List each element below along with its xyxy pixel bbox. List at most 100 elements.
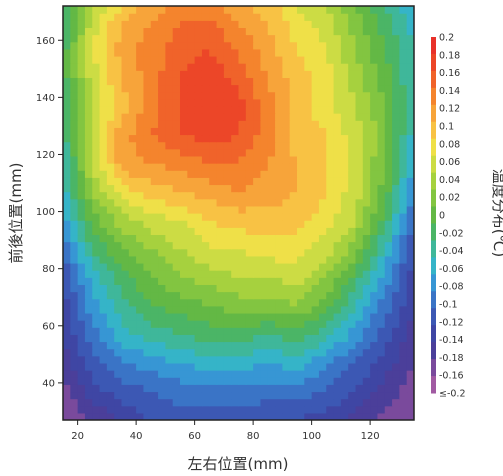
heatmap-cell (209, 48, 218, 57)
heatmap-cell (77, 234, 86, 243)
heatmap-cell (304, 327, 313, 335)
heatmap-cell (150, 405, 159, 414)
heatmap-cell (194, 305, 203, 314)
heatmap-cell (260, 377, 269, 385)
heatmap-cell (84, 348, 93, 357)
heatmap-cell (245, 120, 254, 128)
heatmap-cell (399, 213, 408, 221)
heatmap-cell (384, 41, 393, 50)
heatmap-cell (150, 391, 159, 400)
heatmap-cell (399, 220, 408, 228)
heatmap-cell (216, 205, 225, 214)
heatmap-cell (194, 177, 203, 186)
heatmap-cell (231, 34, 240, 43)
heatmap-cell (106, 13, 115, 21)
heatmap-cell (326, 391, 335, 400)
heatmap-cell (238, 55, 247, 64)
heatmap-cell (392, 198, 400, 207)
heatmap-cell (399, 262, 408, 271)
heatmap-cell (209, 362, 218, 371)
heatmap-cell (304, 70, 313, 78)
heatmap-cell (355, 177, 364, 186)
heatmap-cell (92, 312, 101, 321)
heatmap-cell (114, 412, 123, 420)
heatmap-cell (114, 341, 123, 350)
heatmap-cell (92, 348, 101, 357)
heatmap-cell (136, 362, 145, 371)
heatmap-cell (311, 77, 320, 86)
heatmap-cell (128, 284, 137, 293)
heatmap-cell (282, 355, 291, 364)
heatmap-cell (297, 248, 305, 257)
heatmap-cell (121, 63, 130, 71)
heatmap-cell (187, 70, 196, 78)
heatmap-cell (333, 63, 342, 71)
heatmap-cell (238, 377, 247, 385)
heatmap-cell (77, 20, 86, 29)
heatmap-cell (158, 262, 166, 271)
heatmap-cell (326, 198, 335, 207)
heatmap-cell (187, 284, 196, 293)
heatmap-cell (128, 377, 137, 385)
heatmap-cell (377, 241, 386, 250)
heatmap-cell (384, 120, 393, 128)
heatmap-cell (267, 213, 276, 221)
heatmap-cell (209, 148, 218, 157)
colorbar-segment (431, 138, 436, 157)
colorbar-segment (431, 121, 436, 140)
heatmap-cell (355, 63, 364, 71)
heatmap-cell (77, 362, 86, 371)
heatmap-cell (260, 141, 269, 150)
heatmap-cell (377, 184, 386, 193)
heatmap-cell (406, 91, 414, 100)
heatmap-cell (77, 27, 86, 36)
heatmap-cell (253, 105, 262, 114)
heatmap-cell (136, 334, 145, 343)
heatmap-cell (158, 412, 166, 420)
heatmap-cell (297, 255, 305, 264)
colorbar-tick-label: -0.08 (439, 282, 464, 293)
colorbar-tick-label: -0.02 (439, 228, 464, 239)
heatmap-cell (114, 34, 123, 43)
heatmap-cell (165, 20, 174, 29)
heatmap-cell (326, 205, 335, 214)
heatmap-cell (377, 298, 386, 307)
heatmap-cell (99, 305, 108, 314)
heatmap-cell (304, 341, 313, 350)
heatmap-cell (282, 248, 291, 257)
heatmap-cell (333, 205, 342, 214)
heatmap-cell (245, 141, 254, 150)
heatmap-cell (275, 98, 283, 107)
heatmap-cell (121, 48, 130, 57)
heatmap-cell (92, 48, 101, 57)
heatmap-cell (289, 384, 298, 393)
heatmap-cell (99, 377, 108, 385)
heatmap-cell (267, 405, 276, 414)
heatmap-cell (209, 220, 218, 228)
heatmap-cell (406, 305, 414, 314)
heatmap-cell (253, 70, 262, 78)
heatmap-cell (311, 262, 320, 271)
heatmap-cell (304, 120, 313, 128)
heatmap-cell (311, 113, 320, 121)
heatmap-cell (318, 241, 327, 250)
heatmap-cell (267, 198, 276, 207)
heatmap-cell (399, 291, 408, 300)
heatmap-cell (121, 291, 130, 300)
heatmap-cell (318, 163, 327, 171)
heatmap-cell (158, 277, 166, 285)
heatmap-cell (260, 234, 269, 243)
heatmap-cell (172, 163, 181, 171)
heatmap-cell (77, 63, 86, 71)
heatmap-cell (136, 155, 145, 164)
heatmap-cell (406, 120, 414, 128)
heatmap-cell (128, 120, 137, 128)
heatmap-cell (231, 170, 240, 178)
heatmap-cell (121, 170, 130, 178)
heatmap-cell (384, 198, 393, 207)
heatmap-cell (355, 227, 364, 236)
heatmap-cell (128, 341, 137, 350)
heatmap-cell (282, 362, 291, 371)
heatmap-cell (99, 77, 108, 86)
heatmap-cell (267, 241, 276, 250)
